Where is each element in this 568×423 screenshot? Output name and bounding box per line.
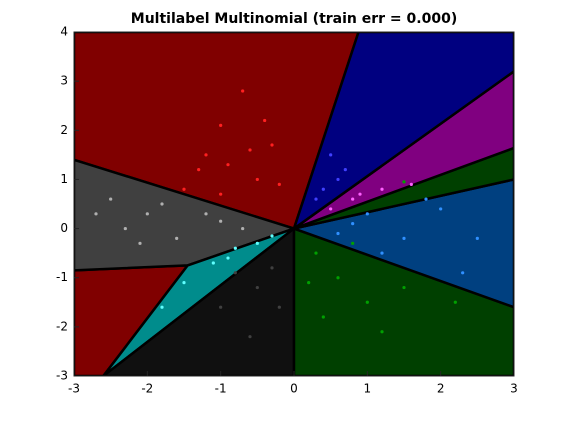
data-point xyxy=(255,285,259,290)
y-tick-label: -1 xyxy=(56,270,68,284)
data-point xyxy=(270,234,274,238)
data-point xyxy=(307,281,311,285)
y-tick-label: 4 xyxy=(60,25,68,39)
x-tick-label: 0 xyxy=(290,382,298,396)
data-point xyxy=(461,271,465,275)
data-point xyxy=(358,192,362,196)
data-point xyxy=(329,153,333,157)
data-point xyxy=(255,177,259,182)
data-point xyxy=(226,163,230,167)
data-point xyxy=(475,236,479,240)
data-point xyxy=(219,219,223,223)
x-tick-label: 3 xyxy=(510,382,518,396)
data-point xyxy=(219,192,223,196)
x-tick-label: -3 xyxy=(68,382,80,396)
data-point xyxy=(409,182,413,186)
data-point xyxy=(233,246,237,250)
data-point xyxy=(402,180,406,184)
data-point xyxy=(314,197,318,201)
data-point xyxy=(233,271,237,275)
data-point xyxy=(219,305,223,309)
data-point xyxy=(380,251,384,255)
data-point xyxy=(351,241,355,245)
data-point xyxy=(138,241,142,245)
data-point xyxy=(109,197,113,201)
data-point xyxy=(175,236,179,240)
data-point xyxy=(211,261,215,265)
data-point xyxy=(219,123,223,127)
data-point xyxy=(365,212,369,216)
data-point xyxy=(314,251,318,255)
data-point xyxy=(241,226,245,231)
data-point xyxy=(351,222,355,226)
y-tick-label: -3 xyxy=(56,369,68,383)
data-point xyxy=(270,266,274,270)
data-point xyxy=(402,285,406,290)
data-point xyxy=(248,148,252,152)
data-point xyxy=(343,168,347,172)
y-tick-label: 3 xyxy=(60,74,68,88)
data-point xyxy=(182,281,186,285)
data-point xyxy=(351,197,355,201)
data-point xyxy=(321,315,325,319)
data-point xyxy=(263,118,267,123)
data-point xyxy=(241,89,245,93)
data-point xyxy=(439,207,443,211)
y-tick-label: 1 xyxy=(60,172,68,186)
data-point xyxy=(380,330,384,334)
data-point xyxy=(277,305,281,309)
data-point xyxy=(255,241,259,245)
data-point xyxy=(204,153,208,157)
data-point xyxy=(145,212,149,216)
x-tick-label: 2 xyxy=(437,382,445,396)
chart-title: Multilabel Multinomial (train err = 0.00… xyxy=(131,11,457,27)
x-tick-label: -1 xyxy=(215,382,227,396)
data-point xyxy=(204,212,208,216)
data-point xyxy=(182,187,186,191)
decision-region xyxy=(292,32,514,230)
x-tick-label: -2 xyxy=(141,382,153,396)
data-point xyxy=(94,212,98,216)
y-tick-label: 0 xyxy=(60,221,68,235)
data-point xyxy=(380,187,384,191)
data-point xyxy=(402,236,406,240)
x-tick-label: 1 xyxy=(364,382,372,396)
data-point xyxy=(160,305,164,309)
data-point xyxy=(123,226,127,231)
data-point xyxy=(365,300,369,304)
data-point xyxy=(329,207,333,211)
data-point xyxy=(453,300,457,304)
data-point xyxy=(277,182,281,186)
y-tick-label: -2 xyxy=(56,319,68,333)
data-point xyxy=(248,335,252,339)
data-point xyxy=(336,276,340,280)
data-point xyxy=(336,177,340,182)
data-point xyxy=(424,197,428,201)
data-point xyxy=(270,143,274,147)
data-point xyxy=(226,256,230,260)
y-tick-label: 2 xyxy=(60,123,68,137)
data-point xyxy=(197,168,201,172)
data-point xyxy=(160,202,164,206)
data-point xyxy=(321,187,325,191)
data-point xyxy=(336,231,340,236)
